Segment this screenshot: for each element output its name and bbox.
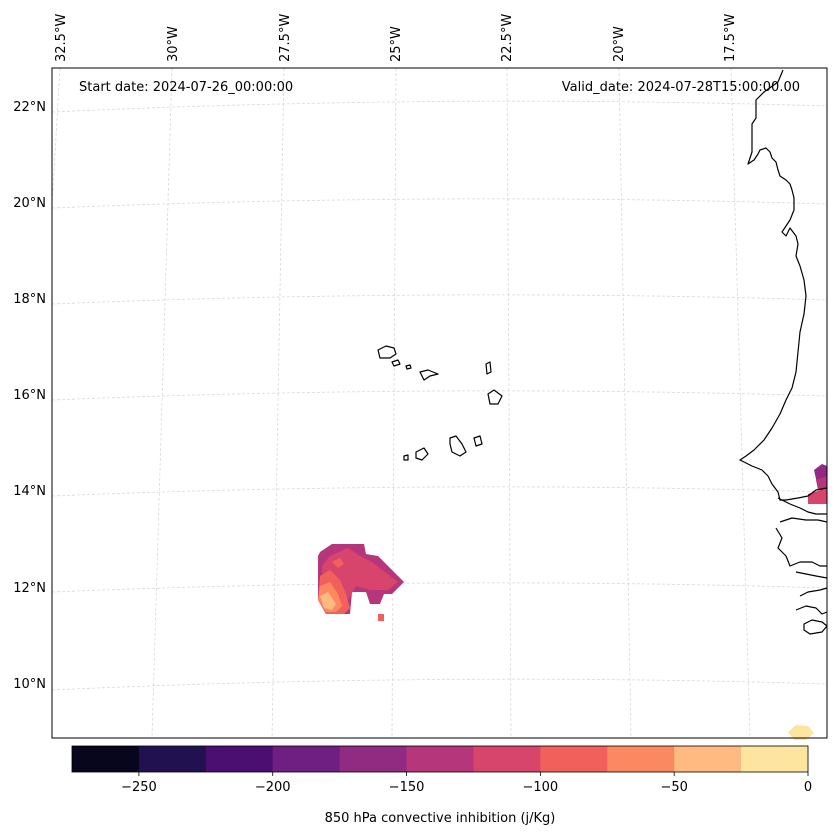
colorbar-tick-label: −150 [389,780,425,795]
colorbar-swatch [272,746,341,772]
colorbar-swatch [607,746,675,772]
colorbar-tick-label: −250 [121,780,157,795]
island-maio [473,435,483,447]
island-santa-luzia [405,364,412,370]
island-sal [485,361,492,375]
colorbar-swatch [205,746,274,772]
island-santiago [449,435,467,457]
colorbar: −250 −200 −150 −100 −50 0 850 hPa convective … [71,745,812,826]
colorbar-tick-label: 0 [804,780,812,795]
colorbar-tick-label: −100 [523,780,559,795]
cin-region-bottom [788,725,814,740]
lon-label: 27.5°W [278,14,293,62]
colorbar-swatch [339,746,408,772]
colorbar-swatch [741,746,809,772]
cin-region-east-light [808,488,827,504]
cin-region-pale [320,592,336,610]
colorbar-frame [71,745,809,773]
island-santo-antao [377,345,397,359]
island-brava [403,454,409,461]
island-boa-vista [487,389,503,405]
island-sao-nicolau [419,369,439,381]
colorbar-swatch [72,746,140,772]
lat-labels: 22°N 20°N 18°N 16°N 14°N 12°N 10°N [13,100,46,692]
lat-label: 18°N [13,292,46,307]
lon-label: 17.5°W [723,14,738,62]
lon-label: 30°W [166,26,181,62]
lon-label: 22.5°W [500,14,515,62]
colorbar-swatch [540,746,608,772]
valid-date-label: Valid_date: 2024-07-28T15:00:00.00 [562,80,800,95]
cin-region-small [332,558,344,568]
cin-region-dot [378,614,384,621]
island-fogo [415,447,429,461]
lat-label: 20°N [13,196,46,211]
island-sao-vicente [391,359,401,367]
colorbar-swatch [473,746,541,772]
colorbar-swatch [406,746,474,772]
lon-label: 20°W [612,26,627,62]
start-date-label: Start date: 2024-07-26_00:00:00 [79,80,293,95]
map-frame [51,67,828,739]
cape-verde-islands [377,345,503,461]
lon-labels: 32.5°W 30°W 27.5°W 25°W 22.5°W 20°W 17.5… [54,14,738,62]
cin-contours [318,464,827,740]
graticule [51,67,828,739]
colorbar-ticks: −250 −200 −150 −100 −50 0 [121,772,812,795]
colorbar-label: 850 hPa convective inhibition (j/Kg) [325,811,556,826]
lat-label: 14°N [13,484,46,499]
lat-label: 10°N [13,677,46,692]
lat-label: 12°N [13,581,46,596]
lon-label: 32.5°W [54,14,69,62]
coastline [739,69,828,635]
lat-label: 16°N [13,388,46,403]
colorbar-tick-label: −50 [660,780,687,795]
lat-label: 22°N [13,100,46,115]
colorbar-tick-label: −200 [255,780,291,795]
colorbar-swatch [674,746,742,772]
colorbar-swatch [138,746,207,772]
colorbar-swatches [72,746,809,772]
lon-label: 25°W [389,26,404,62]
